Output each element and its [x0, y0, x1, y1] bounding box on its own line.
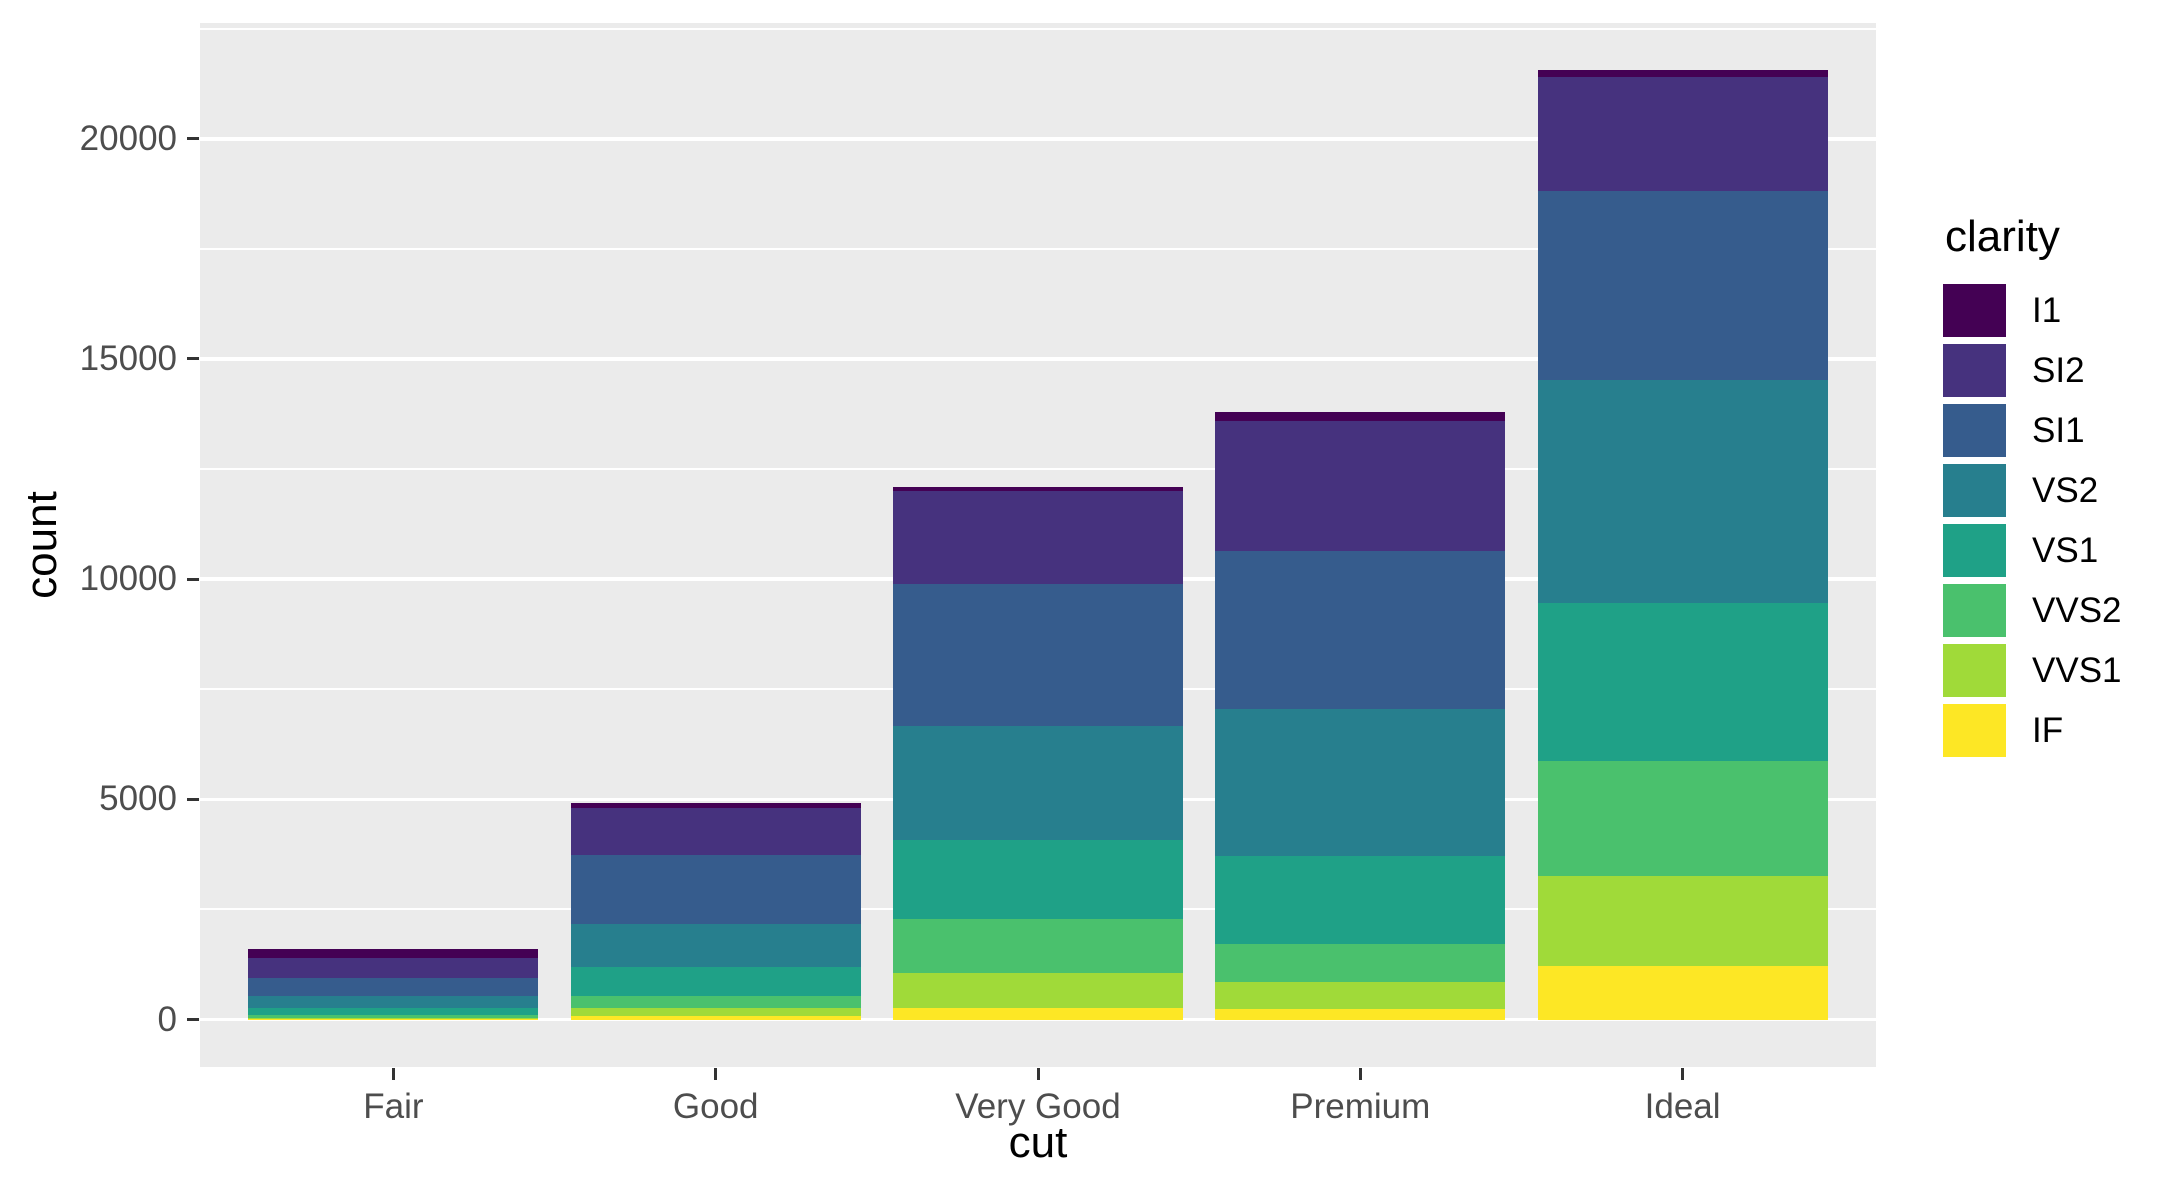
bar-segment-fair-vs1	[248, 1007, 539, 1016]
legend-item-i1: I1	[1943, 284, 2122, 337]
bar-segment-very-good-vvs1	[892, 972, 1184, 1008]
legend-swatch-vs1	[1943, 524, 2006, 577]
bar-segment-very-good-si1	[892, 583, 1184, 727]
gridline-major-15000	[200, 357, 1876, 361]
bar-segment-good-vvs2	[570, 995, 861, 1009]
bar-segment-fair-vvs1	[248, 1018, 539, 1020]
bar-segment-very-good-if	[892, 1007, 1184, 1020]
legend-label-if: IF	[2032, 711, 2064, 750]
legend-items: I1 SI2 SI1 VS2 VS1 VVS2 VVS1 IF	[1943, 284, 2122, 757]
bar-segment-fair-si2	[248, 957, 539, 979]
bar-segment-ideal-si2	[1537, 76, 1828, 192]
y-tick-label-0: 0	[157, 999, 177, 1039]
bar-segment-fair-vvs2	[248, 1015, 539, 1019]
x-axis-title: cut	[1008, 1118, 1068, 1167]
legend-item-vs2: VS2	[1943, 464, 2122, 517]
bar-segment-ideal-vvs1	[1537, 876, 1828, 967]
x-tick-mark-ideal	[1681, 1068, 1685, 1080]
gridline-major-0	[200, 1017, 1876, 1022]
gridline-minor-22500	[200, 27, 1876, 30]
x-tick-mark-fair	[391, 1068, 395, 1080]
bar-segment-ideal-vs1	[1537, 603, 1828, 762]
legend-swatch-i1	[1943, 284, 2006, 337]
bar-segment-good-si1	[570, 855, 861, 924]
bar-segment-premium-vs2	[1215, 708, 1506, 857]
gridline-minor-17500	[200, 247, 1876, 250]
x-tick-label-ideal: Ideal	[1644, 1087, 1721, 1126]
legend-item-si1: SI1	[1943, 404, 2122, 457]
bar-segment-good-if	[570, 1016, 861, 1020]
legend-item-if: IF	[1943, 704, 2122, 757]
legend-label-si2: SI2	[2032, 351, 2085, 390]
x-tick-mark-very-good	[1036, 1068, 1040, 1080]
bar-segment-good-vs2	[570, 924, 861, 968]
x-tick-label-fair: Fair	[363, 1087, 424, 1126]
legend-label-si1: SI1	[2032, 411, 2085, 450]
bar-segment-very-good-vs2	[892, 726, 1184, 841]
legend-item-vs1: VS1	[1943, 524, 2122, 577]
legend-label-vs1: VS1	[2032, 531, 2099, 570]
y-tick-mark-20000	[187, 137, 199, 141]
bar-segment-ideal-vvs2	[1537, 761, 1828, 877]
bar-segment-very-good-si2	[892, 491, 1184, 584]
bar-segment-premium-si2	[1215, 421, 1506, 552]
legend-label-vvs2: VVS2	[2032, 591, 2122, 630]
legend-title: clarity	[1945, 212, 2060, 261]
y-tick-label-20000: 20000	[79, 118, 177, 158]
legend-swatch-si2	[1943, 344, 2006, 397]
bar-segment-fair-i1	[248, 948, 539, 958]
x-tick-label-very-good: Very Good	[955, 1087, 1121, 1126]
x-tick-label-good: Good	[672, 1087, 759, 1126]
bar-segment-very-good-vvs2	[892, 918, 1184, 973]
x-tick-mark-premium	[1358, 1068, 1362, 1080]
bar-segment-ideal-i1	[1537, 70, 1828, 77]
bar-segment-premium-vvs1	[1215, 982, 1506, 1010]
gridline-minor-12500	[200, 468, 1876, 471]
y-axis-title: count	[17, 491, 66, 599]
y-tick-mark-15000	[187, 357, 199, 361]
bar-segment-ideal-si1	[1537, 191, 1828, 380]
y-tick-mark-0	[187, 1018, 199, 1022]
bar-segment-very-good-i1	[892, 487, 1184, 492]
gridline-major-20000	[200, 137, 1876, 141]
x-tick-mark-good	[714, 1068, 718, 1080]
y-tick-mark-10000	[187, 577, 199, 581]
bar-segment-good-i1	[570, 803, 861, 808]
legend-item-vvs2: VVS2	[1943, 584, 2122, 637]
legend-swatch-vs2	[1943, 464, 2006, 517]
legend-label-i1: I1	[2032, 291, 2062, 330]
bar-segment-premium-vvs2	[1215, 943, 1506, 983]
bar-segment-good-vvs1	[570, 1008, 861, 1017]
legend: clarity I1 SI2 SI1 VS2 VS1 VVS2 VVS1 IF	[1943, 212, 2122, 757]
bar-segment-premium-vs1	[1215, 856, 1506, 944]
x-tick-label-premium: Premium	[1290, 1087, 1431, 1126]
bar-segment-ideal-vs2	[1537, 379, 1828, 604]
bar-segment-good-si2	[570, 807, 861, 856]
y-tick-label-15000: 15000	[79, 338, 177, 378]
legend-label-vs2: VS2	[2032, 471, 2099, 510]
bar-segment-good-vs1	[570, 967, 861, 996]
legend-item-si2: SI2	[1943, 344, 2122, 397]
bar-segment-premium-i1	[1215, 412, 1506, 422]
y-tick-mark-5000	[187, 797, 199, 801]
legend-label-vvs1: VVS1	[2032, 651, 2122, 690]
bar-segment-premium-if	[1215, 1009, 1506, 1020]
y-tick-label-5000: 5000	[99, 779, 177, 819]
legend-item-vvs1: VVS1	[1943, 644, 2122, 697]
legend-swatch-if	[1943, 704, 2006, 757]
legend-swatch-si1	[1943, 404, 2006, 457]
plot-panel	[200, 23, 1876, 1067]
legend-swatch-vvs2	[1943, 584, 2006, 637]
bar-segment-ideal-if	[1537, 966, 1828, 1020]
bar-segment-fair-vs2	[248, 996, 539, 1008]
bar-segment-very-good-vs1	[892, 840, 1184, 919]
bar-segment-premium-si1	[1215, 551, 1506, 709]
legend-swatch-vvs1	[1943, 644, 2006, 697]
y-tick-label-10000: 10000	[79, 559, 177, 599]
bar-segment-fair-si1	[248, 978, 539, 997]
